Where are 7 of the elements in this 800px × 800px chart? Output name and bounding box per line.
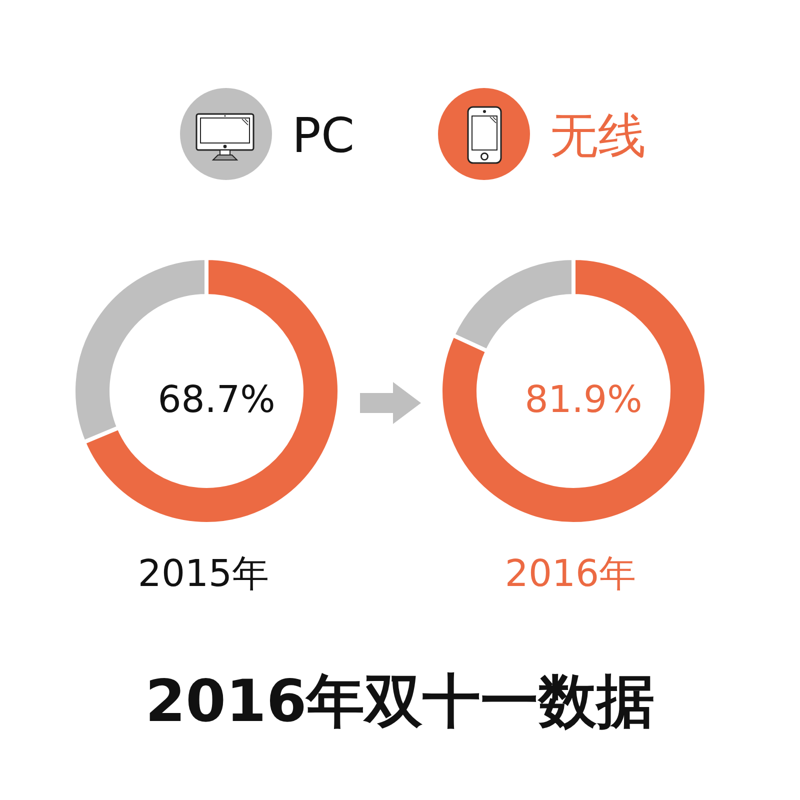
slice-label: 2015年 xyxy=(138,552,270,595)
slice-label: 2016年 xyxy=(504,552,636,595)
text: 2016年双十一数据 xyxy=(145,667,655,735)
legend-label: 无线 xyxy=(550,108,646,164)
legend-label: PC xyxy=(292,108,354,164)
data-label: 81.9% xyxy=(524,378,642,421)
data-label: 68.7% xyxy=(158,378,276,421)
